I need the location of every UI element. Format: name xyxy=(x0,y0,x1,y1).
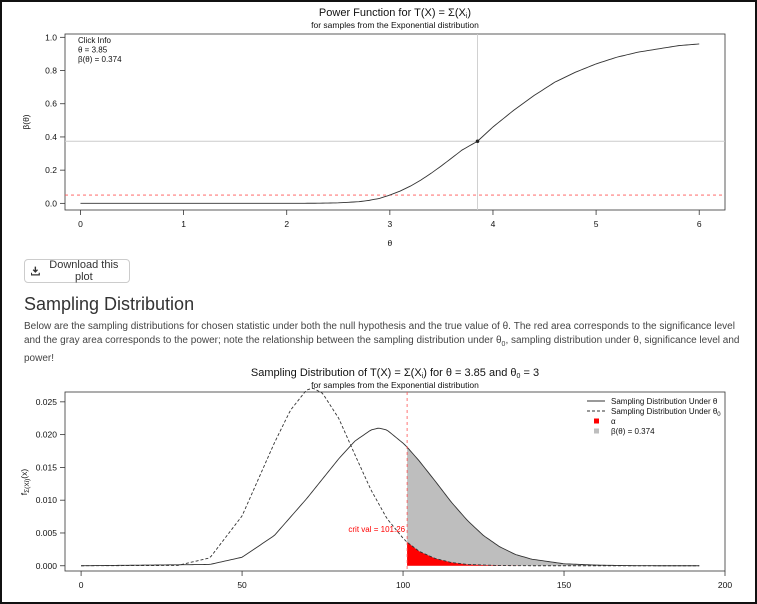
legend-label: β(θ) = 0.374 xyxy=(611,427,655,436)
power-shaded-area xyxy=(407,447,700,566)
click-info-line: Click Info xyxy=(78,36,111,45)
click-point xyxy=(475,139,480,144)
sampling-x-tick-label: 100 xyxy=(396,580,410,590)
power-x-tick-label: 5 xyxy=(594,219,599,229)
power-x-tick-label: 0 xyxy=(78,219,83,229)
section-title: Sampling Distribution xyxy=(24,294,195,314)
critical-value-label: crit val = 101.26 xyxy=(348,525,405,534)
power-x-tick-label: 2 xyxy=(284,219,289,229)
download-icon xyxy=(31,266,40,276)
power-chart-subtitle: for samples from the Exponential distrib… xyxy=(311,20,479,30)
alpha-shaded-area xyxy=(407,542,700,566)
sampling-y-axis-label: fΣ(Xi)(x) xyxy=(19,469,31,496)
sampling-x-tick-label: 200 xyxy=(718,580,732,590)
sampling-y-tick-label: 0.020 xyxy=(36,430,58,440)
sampling-y-tick-label: 0.005 xyxy=(36,528,58,538)
power-x-axis-label: θ xyxy=(387,238,392,248)
click-info-line: θ = 3.85 xyxy=(78,46,108,55)
power-x-tick-label: 6 xyxy=(697,219,702,229)
sampling-y-tick-label: 0.015 xyxy=(36,462,58,472)
distribution-under-theta-curve xyxy=(81,427,700,567)
download-plot-button[interactable]: Download this plot xyxy=(24,259,130,283)
sampling-distribution-chart: Sampling Distribution of T(X) = Σ(Xi) fo… xyxy=(19,367,732,590)
sampling-y-tick-label: 0.025 xyxy=(36,397,58,407)
description-text-1: Below are the sampling distributions for… xyxy=(24,321,735,346)
sampling-x-tick-label: 0 xyxy=(79,580,84,590)
power-curve xyxy=(80,43,700,204)
description-text-2: , sampling distribution under θ, signifi… xyxy=(24,335,740,364)
sampling-chart-title: Sampling Distribution of T(X) = Σ(Xi) fo… xyxy=(251,367,539,380)
legend-alpha-key xyxy=(594,418,599,424)
power-y-tick-label: 0.8 xyxy=(45,66,57,76)
power-chart-title: Power Function for T(X) = Σ(Xi) xyxy=(319,7,471,20)
sampling-plot-box xyxy=(64,391,726,572)
legend-label: Sampling Distribution Under θ xyxy=(611,397,718,406)
power-y-tick-label: 0.0 xyxy=(45,198,57,208)
power-x-tick-label: 4 xyxy=(491,219,496,229)
legend-label: Sampling Distribution Under θ0 xyxy=(611,407,721,418)
sampling-y-tick-label: 0.010 xyxy=(36,495,58,505)
legend-label: α xyxy=(611,417,616,426)
sampling-chart-subtitle: for samples from the Exponential distrib… xyxy=(311,380,479,390)
sampling-x-tick-label: 50 xyxy=(237,580,247,590)
power-y-axis-label: β(θ) xyxy=(21,114,31,129)
distribution-under-theta0-curve xyxy=(81,387,700,567)
sampling-y-tick-label: 0.000 xyxy=(36,561,58,571)
power-x-tick-label: 1 xyxy=(181,219,186,229)
power-y-tick-label: 0.4 xyxy=(45,132,57,142)
power-y-tick-label: 0.2 xyxy=(45,165,57,175)
sampling-x-tick-label: 150 xyxy=(557,580,571,590)
power-plot-box xyxy=(64,33,726,211)
description-subscript: 0 xyxy=(501,341,506,348)
legend-power-key xyxy=(594,428,599,434)
download-button-label: Download this plot xyxy=(49,259,119,283)
power-x-tick-label: 3 xyxy=(387,219,392,229)
power-y-tick-label: 0.6 xyxy=(45,99,57,109)
power-y-tick-label: 1.0 xyxy=(45,32,57,42)
power-function-chart[interactable]: Power Function for T(X) = Σ(Xi)for sampl… xyxy=(2,2,755,256)
section-description: Below are the sampling distributions for… xyxy=(24,320,748,366)
click-info-line: β(θ) = 0.374 xyxy=(78,55,122,64)
